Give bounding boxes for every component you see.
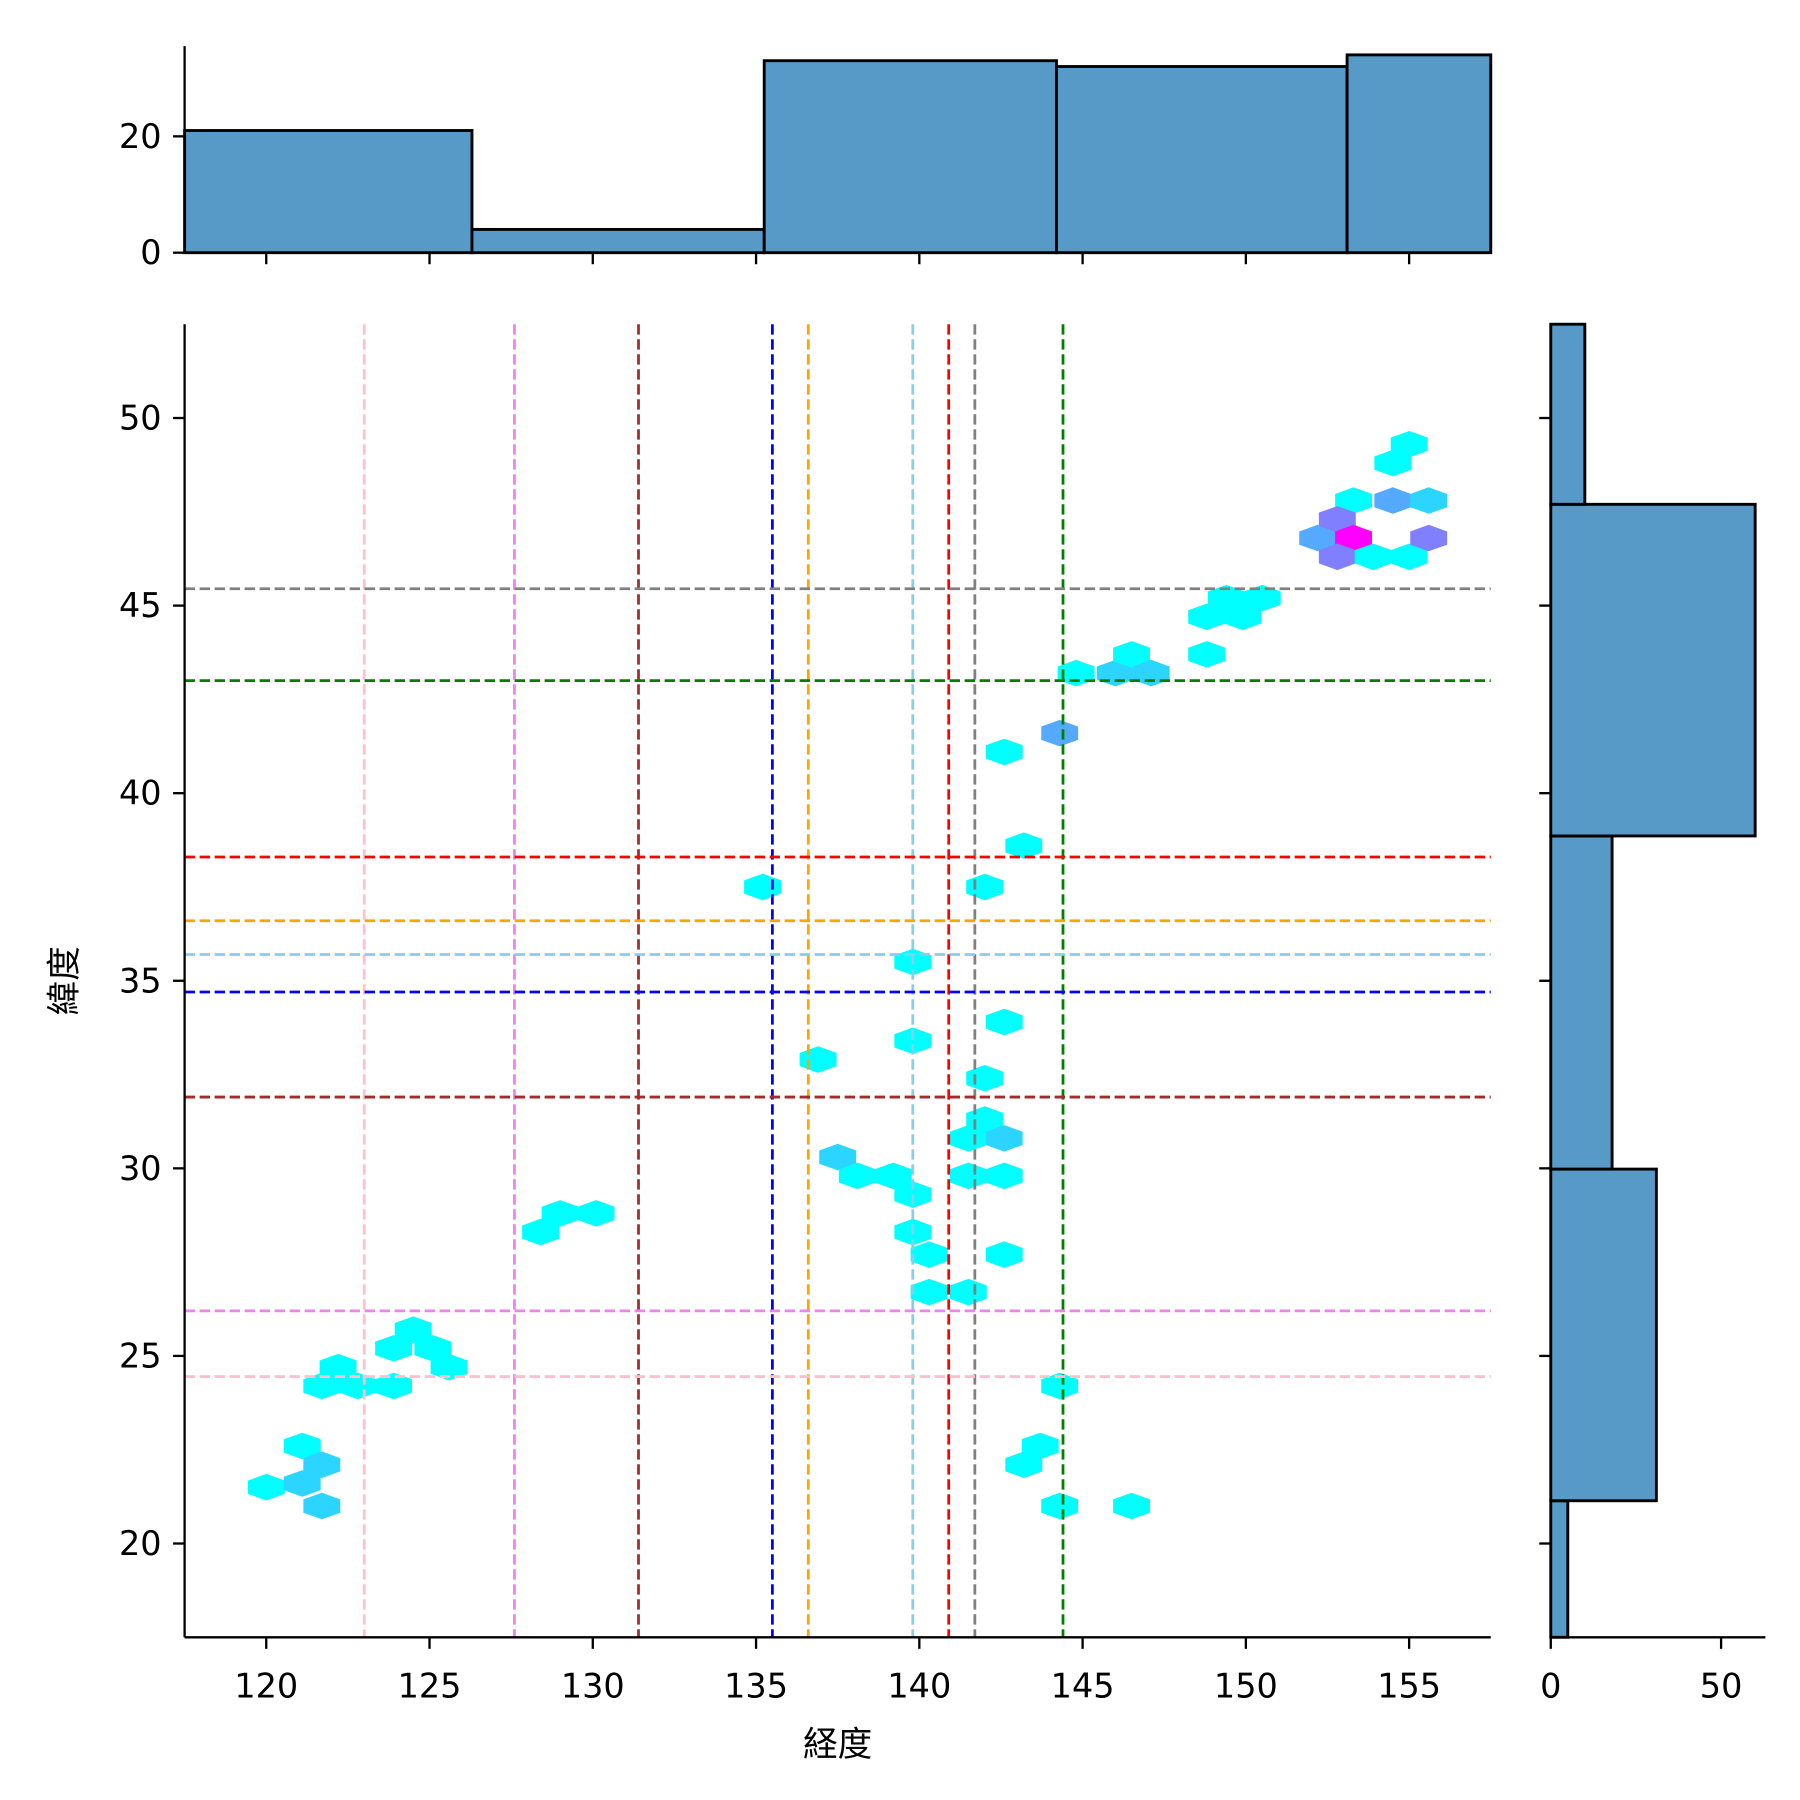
histogram-bar — [470, 227, 766, 255]
y-tick-label: 30 — [119, 1149, 162, 1188]
hexbin-cell — [375, 1335, 413, 1362]
y-tick-label: 35 — [119, 961, 162, 1000]
hexbin-cell — [1188, 603, 1226, 631]
hexbin-cell — [1113, 641, 1151, 668]
hexbin-cell — [985, 1162, 1023, 1190]
x-tick-label: 135 — [724, 1666, 788, 1705]
hexbin-cell — [985, 738, 1023, 766]
hexbin-cell — [874, 1162, 912, 1190]
hexbin-cell — [966, 1065, 1004, 1092]
hexbin-cell — [283, 1470, 321, 1497]
hexbin-cell — [1410, 524, 1448, 552]
y-tick-label: 50 — [119, 399, 162, 438]
hexbin-cell — [1243, 584, 1281, 612]
hexbin-cell — [319, 1353, 357, 1381]
histogram-bar — [183, 129, 474, 255]
histogram-bar — [1345, 53, 1493, 255]
hexbin-cell — [1041, 1492, 1079, 1520]
top-hist-y-tick-label: 20 — [119, 117, 162, 156]
histogram-bar — [1549, 322, 1587, 506]
x-tick-label: 155 — [1377, 1666, 1441, 1705]
histogram-bar — [1055, 65, 1349, 255]
top-marginal-histogram: 0 20 — [119, 46, 1493, 272]
x-tick-label: 145 — [1051, 1666, 1115, 1705]
hexbin-cell — [1207, 584, 1245, 612]
hexbin-cell — [838, 1162, 876, 1190]
histogram-bar — [1549, 1167, 1658, 1503]
hexbin-cell — [1390, 543, 1428, 571]
hexbin-cell — [1318, 506, 1356, 533]
hexbin-cell — [1390, 430, 1428, 458]
hexbin-cell — [985, 1008, 1023, 1036]
right-hist-x-tick-label: 50 — [1700, 1666, 1743, 1705]
hexbin-cell — [1374, 449, 1412, 477]
hexbin-cell — [375, 1372, 413, 1400]
hexbin-cell — [949, 1162, 987, 1190]
hexbin-cell — [303, 1372, 341, 1400]
hexbin-cell — [894, 1027, 932, 1055]
hexbin-cell — [1041, 719, 1079, 747]
hexbin-cell — [985, 1241, 1023, 1268]
hexbin-cell — [283, 1432, 321, 1460]
hexbin-cell — [949, 1278, 987, 1306]
hexbin-cell — [414, 1335, 452, 1362]
hexbin-cell — [799, 1046, 837, 1073]
right-marginal-histogram: 0 50 — [1539, 322, 1766, 1705]
y-tick-label: 40 — [119, 774, 162, 813]
histogram-bar — [1549, 834, 1614, 1171]
hexbin-cell — [744, 873, 782, 901]
x-tick-label: 140 — [887, 1666, 951, 1705]
hexbin-cell — [394, 1316, 432, 1343]
y-tick-label: 45 — [119, 586, 162, 625]
histogram-bar — [762, 59, 1058, 255]
hexbin-cell — [1113, 1492, 1151, 1520]
y-axis-label: 緯度 — [45, 946, 85, 1015]
y-tick-label: 20 — [119, 1524, 162, 1563]
hexbin-cell — [1354, 543, 1392, 571]
top-hist-y-tick-label: 0 — [140, 233, 161, 272]
hexbin-cell — [910, 1278, 948, 1306]
histogram-bar — [1549, 1499, 1570, 1639]
hexbin-cell — [1335, 487, 1373, 514]
x-axis-label: 経度 — [803, 1725, 872, 1765]
x-tick-label: 120 — [234, 1666, 298, 1705]
hexbin-cell — [1299, 524, 1337, 552]
hexbin-cell — [1005, 1451, 1043, 1478]
right-hist-x-tick-label: 0 — [1540, 1666, 1561, 1705]
hexbin-cell — [1374, 487, 1412, 514]
hexbin-cell — [1188, 641, 1226, 668]
hexbin-cell — [1005, 832, 1043, 859]
hexbin-cell — [247, 1473, 285, 1501]
hexbin-cell — [522, 1218, 560, 1246]
hexbin-cell — [819, 1143, 857, 1171]
hexbin-cell — [949, 1125, 987, 1152]
hexbin-cell — [1335, 524, 1373, 552]
hexbin-plot-area: 120 125 130 135 140 145 150 155 20 25 30 35 40 45 50 — [119, 324, 1491, 1705]
hexbin-cell — [339, 1372, 377, 1400]
hexbin-cell — [910, 1241, 948, 1268]
hexbin-cell — [1318, 543, 1356, 571]
hexbin-cell — [577, 1200, 615, 1227]
hexbin-cell — [1224, 603, 1262, 631]
x-tick-label: 150 — [1214, 1666, 1278, 1705]
hexbin-cell — [541, 1200, 579, 1227]
hexbin-cell — [430, 1353, 468, 1381]
hexbin-cell — [966, 873, 1004, 901]
hexbin-cell — [1041, 1372, 1079, 1400]
hexbin-cell — [1410, 487, 1448, 514]
hexbin-cell — [985, 1125, 1023, 1152]
histogram-bar — [1549, 502, 1757, 838]
hexbin-cell — [303, 1451, 341, 1478]
x-tick-label: 130 — [561, 1666, 625, 1705]
hexbin-cell — [303, 1492, 341, 1520]
hexbin-cell — [1021, 1432, 1059, 1460]
y-tick-label: 25 — [119, 1336, 162, 1375]
x-tick-label: 125 — [398, 1666, 462, 1705]
